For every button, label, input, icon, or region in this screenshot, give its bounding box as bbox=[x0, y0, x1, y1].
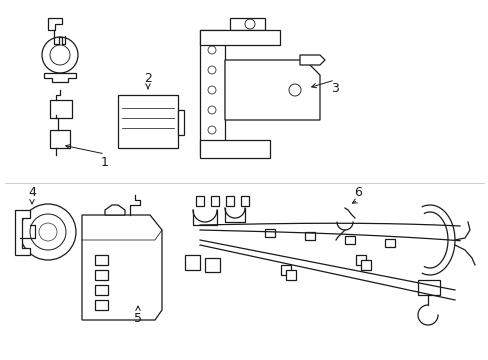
Polygon shape bbox=[355, 255, 365, 265]
Polygon shape bbox=[118, 95, 178, 148]
Polygon shape bbox=[50, 100, 72, 118]
Polygon shape bbox=[360, 260, 370, 270]
Polygon shape bbox=[204, 258, 220, 272]
Circle shape bbox=[20, 204, 76, 260]
Polygon shape bbox=[229, 18, 264, 30]
Polygon shape bbox=[196, 196, 203, 206]
Text: 1: 1 bbox=[101, 156, 109, 168]
Circle shape bbox=[42, 37, 78, 73]
Polygon shape bbox=[224, 60, 319, 120]
Polygon shape bbox=[345, 235, 354, 243]
Polygon shape bbox=[384, 239, 394, 247]
Polygon shape bbox=[105, 205, 125, 215]
Polygon shape bbox=[281, 265, 290, 275]
Polygon shape bbox=[417, 280, 439, 295]
Polygon shape bbox=[178, 110, 183, 135]
Polygon shape bbox=[285, 270, 295, 280]
Text: 4: 4 bbox=[28, 185, 36, 198]
Polygon shape bbox=[95, 285, 108, 295]
Polygon shape bbox=[48, 18, 62, 30]
Text: 2: 2 bbox=[144, 72, 152, 85]
Polygon shape bbox=[95, 270, 108, 280]
Polygon shape bbox=[200, 140, 269, 158]
Polygon shape bbox=[225, 196, 234, 206]
Polygon shape bbox=[299, 55, 325, 65]
Text: 3: 3 bbox=[330, 81, 338, 94]
Polygon shape bbox=[95, 255, 108, 265]
Polygon shape bbox=[210, 196, 219, 206]
Polygon shape bbox=[50, 130, 70, 148]
Polygon shape bbox=[82, 215, 162, 320]
Polygon shape bbox=[200, 30, 280, 45]
Polygon shape bbox=[15, 210, 30, 255]
Polygon shape bbox=[184, 255, 200, 270]
Text: 5: 5 bbox=[134, 311, 142, 324]
Polygon shape bbox=[264, 229, 274, 237]
Text: 6: 6 bbox=[353, 185, 361, 198]
Polygon shape bbox=[241, 196, 248, 206]
Polygon shape bbox=[44, 73, 76, 82]
Polygon shape bbox=[95, 300, 108, 310]
Polygon shape bbox=[200, 30, 224, 155]
Polygon shape bbox=[305, 233, 314, 240]
